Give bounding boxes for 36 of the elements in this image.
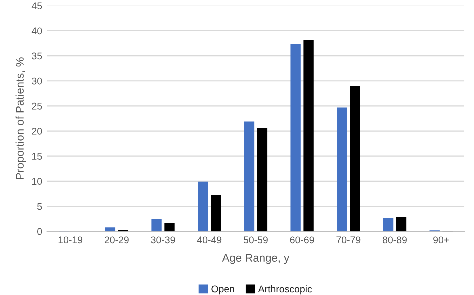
bar [198, 182, 208, 232]
x-tick-label: 60-69 [290, 236, 314, 244]
y-tick-label: 40 [32, 28, 42, 35]
y-tick-label: 15 [32, 153, 42, 160]
y-tick-label: 25 [32, 102, 42, 110]
bar [337, 108, 348, 232]
y-tick-label: 0 [38, 228, 42, 236]
x-axis-title: Age Range, y [222, 254, 290, 264]
bar [257, 128, 268, 232]
x-tick-label: 70-79 [336, 236, 361, 244]
x-tick-label: 90+ [434, 236, 450, 244]
y-tick-label: 5 [38, 203, 42, 210]
bar [396, 217, 407, 232]
y-tick-label: 20 [32, 128, 42, 135]
x-tick-label: 40-49 [197, 236, 222, 244]
y-tick-label: 45 [32, 2, 42, 10]
legend-label: Open [212, 286, 234, 295]
y-axis-title: Proportion of Patients, % [16, 58, 26, 180]
bar [290, 44, 301, 232]
y-tick-label: 35 [32, 52, 42, 60]
bar [383, 218, 394, 232]
bar [164, 224, 175, 232]
bar [350, 86, 360, 232]
bar [244, 122, 255, 232]
bar [105, 228, 116, 232]
y-tick-label: 10 [32, 178, 42, 186]
y-tick-label: 30 [32, 78, 42, 85]
bar [304, 40, 314, 232]
x-tick-label: 10-19 [58, 236, 83, 244]
x-tick-label: 50-59 [244, 236, 268, 244]
x-tick-label: 80-89 [382, 236, 407, 244]
x-tick-label: 30-39 [151, 236, 176, 244]
legend-label: Arthroscopic [258, 286, 312, 295]
bar [211, 194, 222, 232]
x-tick-label: 20-29 [104, 236, 129, 244]
bar [152, 220, 162, 232]
